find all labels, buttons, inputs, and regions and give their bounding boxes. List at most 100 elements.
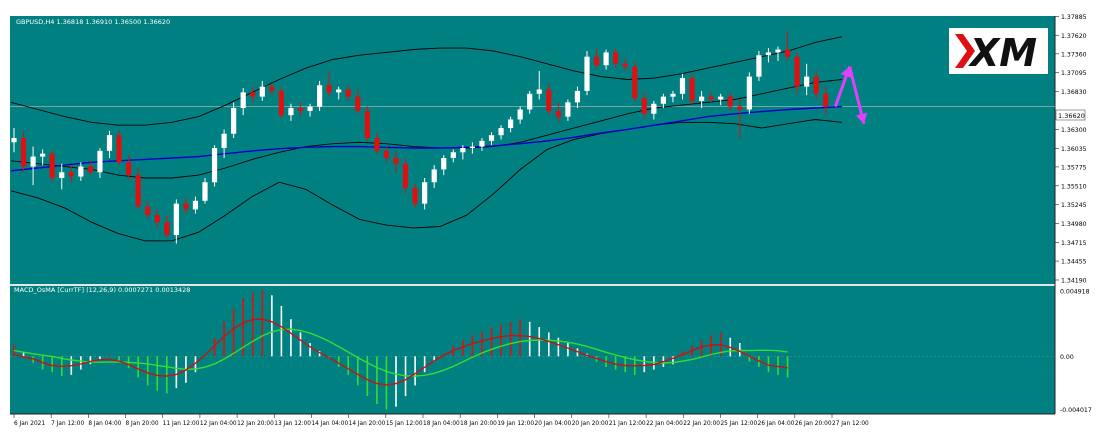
- candle-body: [508, 119, 514, 129]
- time-tick-label: 15 Jan 12:00: [386, 421, 423, 427]
- time-tick-label: 20 Jan 04:00: [535, 421, 572, 427]
- candle: [106, 130, 113, 158]
- candle: [393, 150, 399, 173]
- price-tick-label: 1.37095: [1061, 70, 1087, 77]
- candle: [135, 167, 141, 210]
- bollinger-bands-layer: [10, 36, 843, 242]
- candle-body: [135, 175, 141, 207]
- price-axis-labels: 1.37885 1.37620 1.37360 1.37095 1.36830 1.363…: [1055, 14, 1092, 414]
- macd-tick-label: 0.004918: [1060, 289, 1090, 296]
- candle-body: [727, 96, 733, 107]
- candle-body: [441, 157, 447, 170]
- price-tick-label: 1.35510: [1061, 183, 1087, 190]
- candle-body: [679, 78, 686, 94]
- candle: [737, 99, 743, 139]
- candle: [288, 103, 294, 121]
- price-tick-label: 1.36830: [1061, 89, 1087, 96]
- candle: [422, 177, 428, 210]
- candle-body: [288, 108, 294, 116]
- forecast-arrows-layer: [833, 66, 868, 125]
- price-tick-label: 1.37620: [1061, 33, 1087, 40]
- time-axis-labels: 6 Jan 2021 7 Jan 12:00 8 Jan 04:00 8 Jan 20…: [13, 414, 869, 427]
- macd-layer: [10, 290, 1055, 410]
- candle-body: [450, 152, 456, 158]
- macd-label: MACD_OsMA [CurrTF] (12,26,9) 0.0007271 0…: [14, 286, 190, 294]
- candle-body: [326, 85, 332, 93]
- candle: [517, 106, 523, 124]
- candle-body: [622, 63, 628, 67]
- candle-body: [183, 203, 189, 210]
- candle-body: [259, 86, 265, 97]
- macd-tick-label: 0.00: [1060, 354, 1074, 361]
- price-panel-background: [10, 16, 1055, 284]
- candle-body: [584, 56, 590, 91]
- candle: [240, 88, 246, 116]
- candle-body: [823, 93, 829, 107]
- candle-body: [345, 89, 351, 97]
- candle-body: [708, 96, 714, 100]
- time-tick-label: 8 Jan 20:00: [126, 421, 159, 427]
- candle: [508, 116, 514, 133]
- price-tick-label: 1.36300: [1061, 127, 1087, 134]
- candle: [775, 46, 781, 61]
- candle: [670, 90, 676, 103]
- candle-body: [97, 150, 103, 173]
- candle-body: [699, 96, 705, 101]
- candle: [555, 102, 561, 123]
- candle-body: [297, 108, 304, 111]
- time-tick-label: 13 Jan 12:00: [274, 421, 311, 427]
- candle: [68, 165, 74, 183]
- candle: [40, 149, 46, 166]
- candle: [30, 146, 36, 186]
- candle: [746, 72, 752, 114]
- candle: [59, 163, 65, 190]
- time-tick-label: 22 Jan 20:00: [683, 421, 720, 427]
- candle-body: [641, 98, 647, 114]
- candle-body: [30, 156, 36, 167]
- candle-body: [307, 106, 313, 111]
- candlestick-layer: [11, 30, 829, 244]
- candle: [727, 92, 733, 111]
- candle-body: [689, 78, 695, 101]
- candle-body: [393, 157, 399, 164]
- candle: [231, 102, 237, 139]
- candle-body: [145, 206, 151, 216]
- candle-body: [126, 162, 132, 176]
- candle: [574, 86, 581, 109]
- time-tick-label: 14 Jan 04:00: [311, 421, 348, 427]
- time-tick-label: 26 Jan 04:00: [758, 421, 795, 427]
- candle: [20, 130, 27, 173]
- moving-average: [11, 105, 843, 172]
- xm-logo-red-mark: [955, 34, 975, 68]
- macd-tick-label: -0.004017: [1060, 407, 1092, 414]
- candle: [116, 130, 122, 166]
- bollinger-lower: [10, 119, 843, 242]
- candle-body: [20, 138, 27, 167]
- xm-logo-box: [949, 28, 1048, 74]
- candle: [326, 70, 332, 97]
- candle: [699, 90, 705, 109]
- symbol-header: GBPUSD,H4 1.36818 1.36910 1.36500 1.3662…: [16, 18, 170, 26]
- candle: [651, 100, 657, 120]
- candle: [804, 63, 810, 96]
- price-tick-label: 1.34980: [1061, 221, 1087, 228]
- candle-body: [106, 135, 113, 151]
- candle: [250, 86, 256, 103]
- candle: [145, 200, 151, 218]
- time-tick-label: 12 Jan 20:00: [237, 421, 274, 427]
- candle: [450, 149, 456, 163]
- time-tick-label: 26 Jan 20:00: [795, 421, 832, 427]
- candle: [211, 145, 218, 187]
- candle: [183, 196, 189, 214]
- candle: [584, 50, 590, 96]
- candle-body: [59, 172, 65, 178]
- candle: [431, 165, 437, 188]
- time-tick-label: 6 Jan 2021: [14, 421, 45, 427]
- candle-body: [87, 166, 93, 173]
- forecast-arrow-head: [855, 112, 868, 124]
- time-tick-label: 25 Jan 12:00: [720, 421, 757, 427]
- candle-body: [355, 96, 361, 111]
- candle-body: [603, 52, 609, 66]
